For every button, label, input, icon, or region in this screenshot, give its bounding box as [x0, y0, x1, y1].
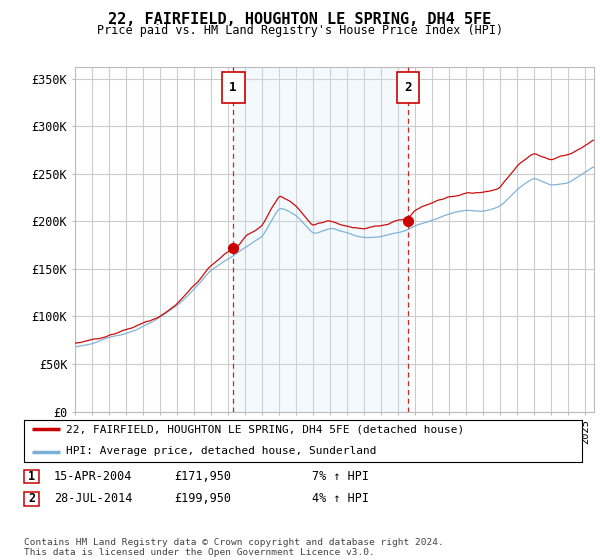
Text: 1: 1: [229, 81, 237, 95]
Text: 2: 2: [404, 81, 412, 95]
Text: 22, FAIRFIELD, HOUGHTON LE SPRING, DH4 5FE: 22, FAIRFIELD, HOUGHTON LE SPRING, DH4 5…: [109, 12, 491, 27]
Text: 2: 2: [28, 492, 35, 506]
Text: HPI: Average price, detached house, Sunderland: HPI: Average price, detached house, Sund…: [66, 446, 376, 456]
Text: 1: 1: [28, 470, 35, 483]
FancyBboxPatch shape: [221, 72, 245, 104]
Text: £199,950: £199,950: [174, 492, 231, 506]
Text: 22, FAIRFIELD, HOUGHTON LE SPRING, DH4 5FE (detached house): 22, FAIRFIELD, HOUGHTON LE SPRING, DH4 5…: [66, 424, 464, 434]
Text: Price paid vs. HM Land Registry's House Price Index (HPI): Price paid vs. HM Land Registry's House …: [97, 24, 503, 36]
Bar: [233, 67, 408, 412]
Text: 28-JUL-2014: 28-JUL-2014: [54, 492, 133, 506]
Text: 15-APR-2004: 15-APR-2004: [54, 470, 133, 483]
Text: Contains HM Land Registry data © Crown copyright and database right 2024.
This d: Contains HM Land Registry data © Crown c…: [24, 538, 444, 557]
Text: 4% ↑ HPI: 4% ↑ HPI: [312, 492, 369, 506]
Text: £171,950: £171,950: [174, 470, 231, 483]
FancyBboxPatch shape: [397, 72, 419, 104]
Text: 7% ↑ HPI: 7% ↑ HPI: [312, 470, 369, 483]
